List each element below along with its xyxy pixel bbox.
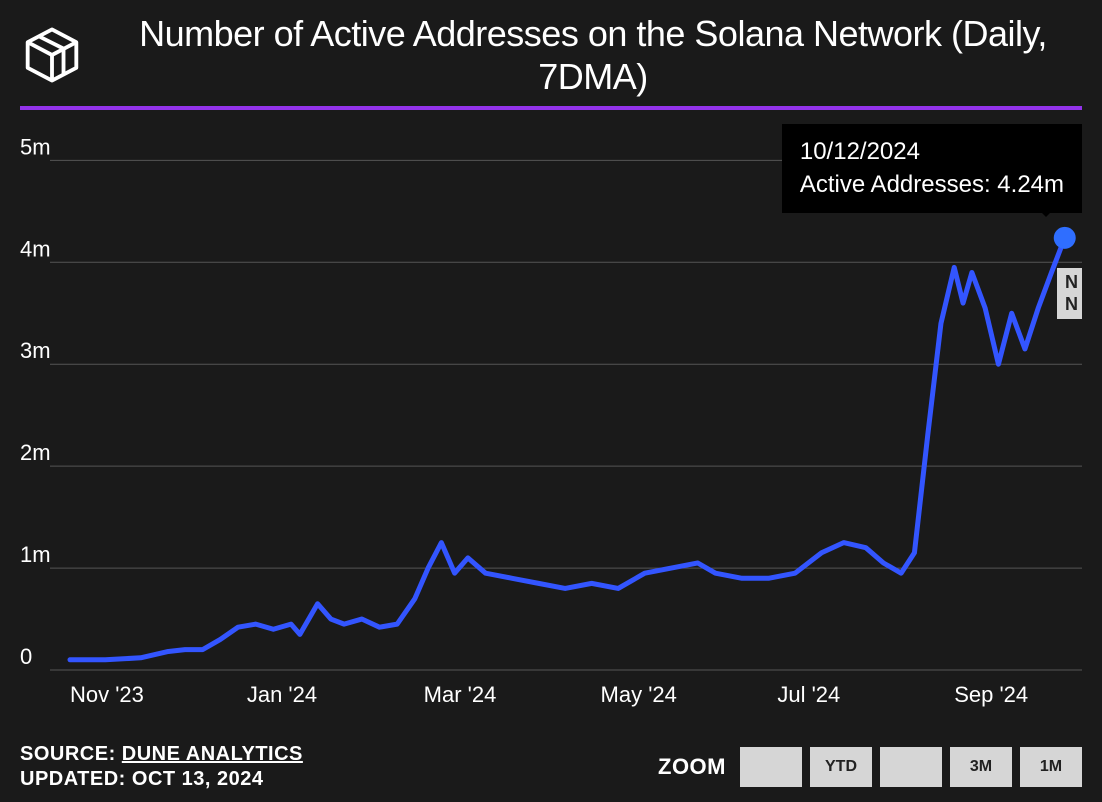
x-axis-tick-label: Jul '24 [777,682,840,707]
side-hint-badge: N N [1057,268,1082,319]
y-axis-tick-label: 4m [20,237,51,262]
accent-bar [20,106,1082,110]
tooltip-value-line: Active Addresses: 4.24m [800,169,1064,201]
zoom-button-1m[interactable]: 1M [1020,747,1082,787]
zoom-button-0[interactable] [740,747,802,787]
source-label: SOURCE: [20,743,122,765]
x-axis-tick-label: Mar '24 [424,682,497,707]
x-axis-tick-label: May '24 [601,682,677,707]
y-axis-tick-label: 5m [20,135,51,160]
y-axis-tick-label: 2m [20,441,51,466]
chart-title: Number of Active Addresses on the Solana… [104,12,1082,98]
tooltip-date: 10/12/2024 [800,136,1064,168]
x-axis-tick-label: Jan '24 [247,682,317,707]
zoom-button-2[interactable] [880,747,942,787]
source-block: SOURCE: DUNE ANALYTICS UPDATED: OCT 13, … [20,742,303,792]
x-axis-tick-label: Sep '24 [954,682,1028,707]
brand-logo-icon [20,23,84,87]
y-axis-tick-label: 1m [20,542,51,567]
updated-value: OCT 13, 2024 [132,768,264,790]
x-axis-tick-label: Nov '23 [70,682,144,707]
tooltip-label: Active Addresses: [800,171,997,198]
y-axis-tick-label: 0 [20,644,32,669]
zoom-label: ZOOM [658,754,726,780]
chart-footer: SOURCE: DUNE ANALYTICS UPDATED: OCT 13, … [20,742,1082,792]
zoom-button-ytd[interactable]: YTD [810,747,872,787]
source-link[interactable]: DUNE ANALYTICS [122,743,303,765]
updated-label: UPDATED: [20,768,132,790]
tooltip-value: 4.24m [997,171,1064,198]
y-axis-tick-label: 3m [20,339,51,364]
chart-area: 0 1m 2m 3m 4m 5m Nov '23 Jan '24 Mar '24 May '24… [20,120,1082,720]
zoom-button-3m[interactable]: 3M [950,747,1012,787]
chart-tooltip: 10/12/2024 Active Addresses: 4.24m [782,124,1082,213]
zoom-controls: ZOOM YTD 3M 1M [658,747,1082,787]
chart-header: Number of Active Addresses on the Solana… [0,0,1102,106]
